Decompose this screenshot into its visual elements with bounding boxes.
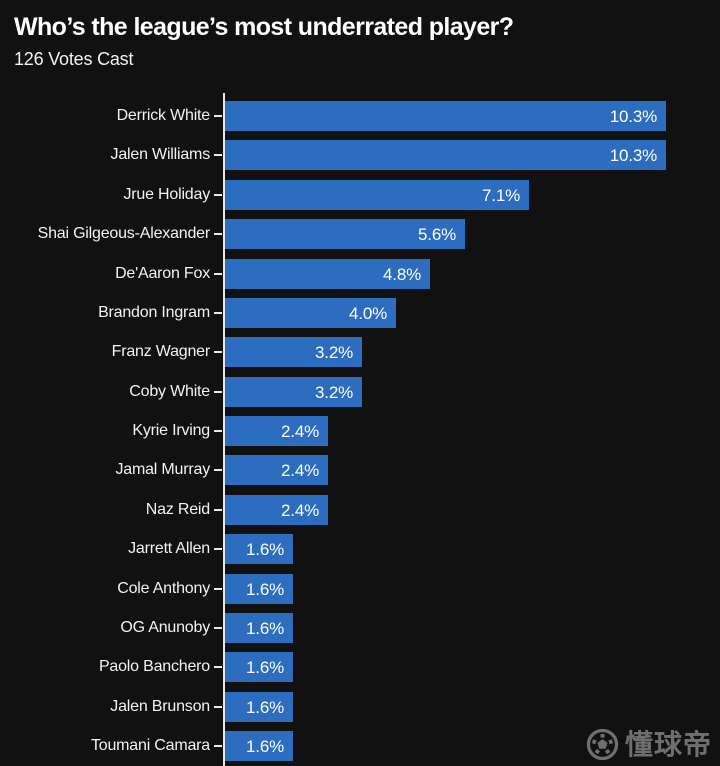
axis-tick (214, 548, 222, 550)
chart-header: Who’s the league’s most underrated playe… (14, 12, 704, 70)
axis-tick (214, 351, 222, 353)
bar-row: Paolo Banchero 1.6% (0, 652, 720, 682)
value-label: 1.6% (246, 580, 284, 599)
bar: 1.6% (225, 731, 293, 761)
bar-row: Jamal Murray 2.4% (0, 455, 720, 485)
bar-row: Jarrett Allen 1.6% (0, 534, 720, 564)
axis-tick (214, 706, 222, 708)
value-label: 10.3% (609, 146, 657, 165)
bar: 3.2% (225, 337, 362, 367)
bar: 3.2% (225, 377, 362, 407)
axis-tick (214, 588, 222, 590)
bar: 1.6% (225, 652, 293, 682)
bar: 1.6% (225, 574, 293, 604)
value-label: 1.6% (246, 658, 284, 677)
bar: 7.1% (225, 180, 529, 210)
y-axis-line (223, 93, 225, 766)
bar: 10.3% (225, 140, 666, 170)
axis-tick (214, 115, 222, 117)
category-label: De'Aaron Fox (115, 265, 210, 282)
chart-subtitle: 126 Votes Cast (14, 49, 134, 69)
category-label: Kyrie Irving (132, 422, 210, 439)
bar-row: Cole Anthony 1.6% (0, 574, 720, 604)
bar: 5.6% (225, 219, 465, 249)
category-label: Jamal Murray (115, 461, 210, 478)
watermark-text: 懂球帝 (624, 728, 712, 760)
axis-tick (214, 273, 222, 275)
value-label: 7.1% (482, 186, 520, 205)
axis-tick (214, 312, 222, 314)
bar: 1.6% (225, 534, 293, 564)
bar: 2.4% (225, 455, 328, 485)
value-label: 4.8% (383, 265, 421, 284)
watermark: 懂球帝 (586, 728, 712, 761)
bar-row: Jalen Williams 10.3% (0, 140, 720, 170)
bar: 10.3% (225, 101, 666, 131)
axis-tick (214, 154, 222, 156)
category-label: Coby White (129, 383, 210, 400)
value-label: 10.3% (609, 107, 657, 126)
category-label: Jalen Brunson (110, 698, 210, 715)
axis-tick (214, 627, 222, 629)
bar-row: De'Aaron Fox 4.8% (0, 259, 720, 289)
value-label: 3.2% (315, 343, 353, 362)
bar-row: Franz Wagner 3.2% (0, 337, 720, 367)
axis-tick (214, 430, 222, 432)
axis-tick (214, 469, 222, 471)
axis-tick (214, 233, 222, 235)
value-label: 3.2% (315, 383, 353, 402)
category-label: OG Anunoby (120, 619, 210, 636)
value-label: 1.6% (246, 698, 284, 717)
value-label: 1.6% (246, 619, 284, 638)
value-label: 2.4% (281, 501, 319, 520)
category-label: Jarrett Allen (128, 540, 210, 557)
axis-tick (214, 509, 222, 511)
bar-row: Coby White 3.2% (0, 377, 720, 407)
bar: 2.4% (225, 495, 328, 525)
bar-row: Brandon Ingram 4.0% (0, 298, 720, 328)
category-label: Naz Reid (145, 501, 210, 518)
value-label: 2.4% (281, 422, 319, 441)
bar-row: Shai Gilgeous-Alexander 5.6% (0, 219, 720, 249)
category-label: Brandon Ingram (98, 304, 210, 321)
bar-row: Jalen Brunson 1.6% (0, 692, 720, 722)
category-label: Derrick White (116, 107, 211, 124)
value-label: 1.6% (246, 540, 284, 559)
chart-title: Who’s the league’s most underrated playe… (14, 13, 514, 41)
value-label: 4.0% (349, 304, 387, 323)
bar-row: Naz Reid 2.4% (0, 495, 720, 525)
axis-tick (214, 194, 222, 196)
category-label: Jalen Williams (110, 146, 211, 163)
soccer-ball-icon (586, 728, 619, 761)
value-label: 1.6% (246, 737, 284, 756)
category-label: Toumani Camara (90, 737, 210, 754)
axis-tick (214, 745, 222, 747)
bar: 1.6% (225, 613, 293, 643)
category-label: Shai Gilgeous-Alexander (37, 225, 211, 242)
bar-row: Derrick White 10.3% (0, 101, 720, 131)
bar-row: OG Anunoby 1.6% (0, 613, 720, 643)
category-label: Cole Anthony (117, 580, 210, 597)
category-label: Franz Wagner (111, 343, 211, 360)
bar-row: Toumani Camara 1.6% (0, 731, 720, 761)
category-label: Jrue Holiday (123, 186, 210, 203)
bar-row: Jrue Holiday 7.1% (0, 180, 720, 210)
bar: 2.4% (225, 416, 328, 446)
category-label: Paolo Banchero (98, 658, 210, 675)
axis-tick (214, 391, 222, 393)
value-label: 5.6% (418, 225, 456, 244)
axis-tick (214, 666, 222, 668)
bar: 4.0% (225, 298, 396, 328)
bar: 4.8% (225, 259, 430, 289)
bar: 1.6% (225, 692, 293, 722)
bar-row: Kyrie Irving 2.4% (0, 416, 720, 446)
value-label: 2.4% (281, 461, 319, 480)
